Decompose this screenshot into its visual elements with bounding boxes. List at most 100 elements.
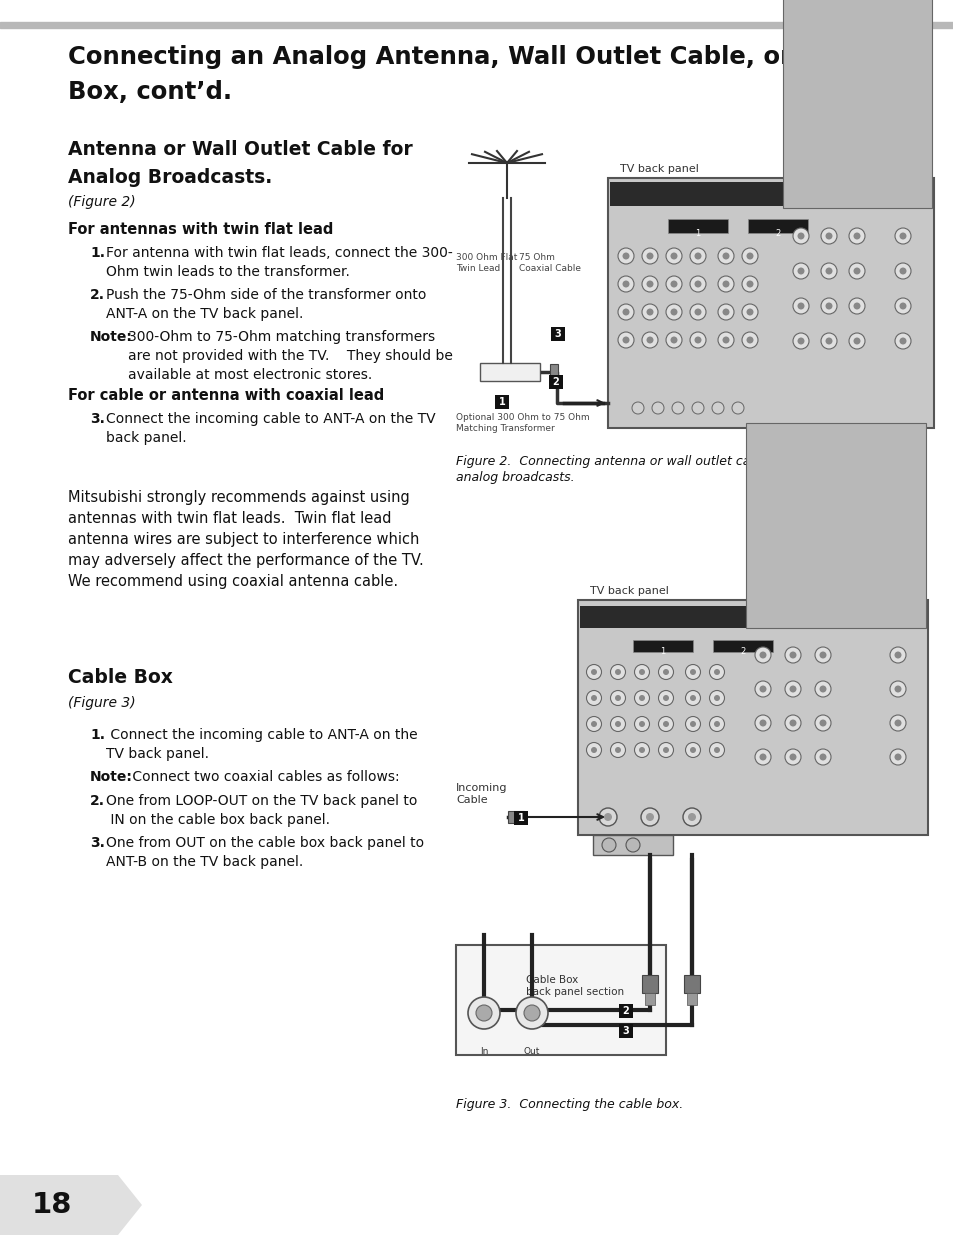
Circle shape [819,685,825,693]
Circle shape [821,228,836,245]
Circle shape [622,252,629,259]
Circle shape [819,652,825,658]
Text: 2: 2 [740,647,745,657]
Circle shape [899,337,905,345]
Circle shape [586,690,601,705]
Circle shape [894,753,901,761]
Circle shape [784,680,801,697]
Circle shape [713,669,720,676]
Circle shape [634,664,649,679]
Text: Push the 75-Ohm side of the transformer onto
ANT-A on the TV back panel.: Push the 75-Ohm side of the transformer … [106,288,426,321]
Circle shape [590,747,597,753]
Circle shape [662,747,668,753]
Circle shape [797,268,803,274]
Circle shape [665,304,681,320]
Text: 3.: 3. [90,836,105,850]
Circle shape [821,333,836,350]
Circle shape [741,332,758,348]
Text: Connect the incoming cable to ANT-A on the
TV back panel.: Connect the incoming cable to ANT-A on t… [106,727,417,761]
Bar [609,182,931,206]
Circle shape [622,309,629,315]
Circle shape [618,248,634,264]
Circle shape [745,280,753,288]
Circle shape [694,252,700,259]
Text: TV back panel: TV back panel [619,164,699,174]
Circle shape [721,309,729,315]
Circle shape [641,248,658,264]
Circle shape [899,303,905,310]
Text: In: In [479,1047,488,1056]
Circle shape [853,303,860,310]
Circle shape [658,690,673,705]
Circle shape [894,720,901,726]
Circle shape [784,715,801,731]
Circle shape [590,669,597,676]
Circle shape [646,252,653,259]
Circle shape [894,228,910,245]
Circle shape [631,403,643,414]
Circle shape [889,680,905,697]
Circle shape [603,813,612,821]
Circle shape [658,742,673,757]
Text: Incoming
Cable: Incoming Cable [456,783,507,805]
Text: For antennas with twin flat lead: For antennas with twin flat lead [68,222,333,237]
Circle shape [814,715,830,731]
Circle shape [731,403,743,414]
Circle shape [670,252,677,259]
Circle shape [853,337,860,345]
Circle shape [662,721,668,727]
Circle shape [665,332,681,348]
Bar [641,974,658,993]
Circle shape [745,252,753,259]
Bar [618,1024,633,1037]
Circle shape [759,720,765,726]
Circle shape [685,664,700,679]
Text: Analog Broadcasts.: Analog Broadcasts. [68,168,272,186]
Circle shape [848,333,864,350]
Circle shape [745,309,753,315]
Bar [551,327,564,341]
Circle shape [889,715,905,731]
Circle shape [721,252,729,259]
Circle shape [610,664,625,679]
Text: (Figure 2): (Figure 2) [68,195,135,209]
Circle shape [792,333,808,350]
Circle shape [814,680,830,697]
Circle shape [610,690,625,705]
Circle shape [797,337,803,345]
Circle shape [853,268,860,274]
Text: 1: 1 [517,813,524,823]
Text: Connecting an Analog Antenna, Wall Outlet Cable, or Cable: Connecting an Analog Antenna, Wall Outle… [68,44,876,69]
Circle shape [713,721,720,727]
Text: 18: 18 [31,1191,72,1219]
Text: Figure 2.  Connecting antenna or wall outlet cable for: Figure 2. Connecting antenna or wall out… [456,454,790,468]
Text: 1: 1 [498,396,505,408]
Circle shape [797,303,803,310]
Text: 3: 3 [554,329,560,338]
Circle shape [718,332,733,348]
Circle shape [824,337,832,345]
Circle shape [824,268,832,274]
Circle shape [894,263,910,279]
Circle shape [689,275,705,291]
Text: Optional 300 Ohm to 75 Ohm
Matching Transformer: Optional 300 Ohm to 75 Ohm Matching Tran… [456,412,589,433]
FancyBboxPatch shape [607,178,933,429]
Circle shape [709,664,723,679]
Text: Figure 3.  Connecting the cable box.: Figure 3. Connecting the cable box. [456,1098,682,1112]
Bar [712,640,772,652]
Circle shape [641,275,658,291]
Circle shape [645,813,654,821]
Bar [579,606,925,629]
Bar [683,974,700,993]
Text: 1.: 1. [90,727,105,742]
Text: Note:: Note: [90,330,132,345]
Bar [495,395,509,409]
Circle shape [848,263,864,279]
Circle shape [718,304,733,320]
Circle shape [745,336,753,343]
Circle shape [853,232,860,240]
Circle shape [586,664,601,679]
Circle shape [713,747,720,753]
Circle shape [789,753,796,761]
Circle shape [792,298,808,314]
